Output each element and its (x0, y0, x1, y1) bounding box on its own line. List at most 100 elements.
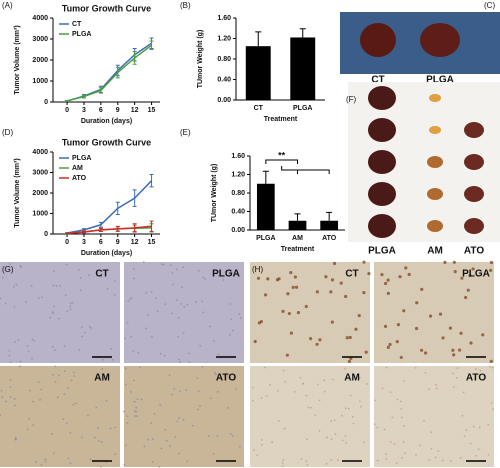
cell (489, 359, 493, 363)
cell (130, 297, 133, 299)
cell (216, 390, 219, 393)
group-label: PLGA (368, 246, 396, 257)
cell (65, 263, 68, 266)
cell (147, 438, 150, 441)
cell (398, 275, 402, 279)
cell (430, 431, 433, 434)
cell (9, 379, 12, 382)
cell (239, 317, 242, 319)
x-tick-label: 0 (65, 239, 69, 246)
cell (105, 399, 108, 402)
cell (269, 383, 272, 386)
x-axis-label: Duration (days) (81, 118, 132, 125)
micrograph (0, 262, 120, 363)
cell (33, 340, 36, 342)
cell (102, 358, 104, 361)
error-bar (132, 51, 137, 65)
cell (88, 325, 91, 328)
tumor-photo (368, 86, 396, 110)
cell (265, 395, 268, 397)
cell (50, 432, 53, 435)
cell (0, 389, 3, 392)
x-axis-label: Treatment (281, 246, 315, 253)
cell (175, 268, 178, 271)
cell (52, 284, 55, 287)
cell (31, 357, 33, 360)
cell (123, 463, 126, 466)
cell (162, 263, 165, 266)
y-tick-label: 3000 (32, 169, 48, 176)
panel-label: (G) (2, 265, 14, 274)
x-tick-label: 15 (148, 107, 156, 114)
cell (334, 433, 337, 435)
y-tick-label: 0 (44, 231, 48, 238)
cell (315, 342, 319, 346)
cell (58, 374, 60, 377)
cell (9, 386, 12, 389)
cell (400, 408, 403, 410)
cell (174, 435, 177, 438)
cell (386, 278, 390, 282)
group-label: AM (344, 373, 360, 384)
cell (171, 272, 174, 274)
cell (136, 398, 139, 401)
cell (171, 283, 174, 286)
cell (231, 434, 234, 437)
bar (320, 220, 339, 230)
cell (396, 323, 401, 327)
y-axis-label: TUmor Weight (g) (197, 30, 204, 89)
panel-label: (B) (180, 1, 191, 10)
cell (305, 394, 308, 397)
cell (307, 406, 310, 409)
cell (309, 337, 313, 341)
cell (469, 442, 472, 445)
cell (363, 441, 365, 444)
group-label: CT (371, 75, 384, 86)
cell (164, 303, 167, 306)
cell (337, 459, 339, 462)
error-bar (115, 225, 120, 232)
cell (376, 459, 379, 462)
y-tick-label: 1000 (32, 78, 48, 85)
cell (489, 268, 493, 272)
cell (159, 404, 162, 406)
cell (8, 349, 11, 352)
cell (415, 454, 417, 456)
y-tick-label: 0.40 (217, 76, 231, 83)
cell (178, 358, 180, 361)
cell (89, 458, 92, 461)
cell (344, 407, 347, 410)
cell (175, 299, 178, 301)
cell (231, 329, 234, 332)
cell (140, 398, 143, 401)
cell (347, 407, 350, 410)
cell (229, 303, 232, 305)
cell (133, 400, 136, 403)
cell (143, 445, 146, 448)
cell (63, 370, 66, 373)
cell (487, 453, 490, 456)
cell (349, 394, 352, 397)
cell (260, 443, 263, 446)
cell (32, 400, 35, 403)
cell (376, 426, 379, 429)
tumor-photo (368, 182, 396, 206)
error-bar (98, 87, 103, 94)
cell (465, 429, 468, 432)
cell (318, 429, 321, 432)
error-bar (81, 94, 86, 99)
cell (252, 399, 254, 402)
cell (67, 457, 70, 460)
cell (380, 273, 384, 277)
x-tick-label: CT (254, 105, 264, 112)
cell (344, 294, 348, 299)
cell (19, 264, 22, 267)
cell (100, 440, 103, 443)
cell (300, 458, 303, 460)
cell (147, 314, 149, 317)
cell (418, 444, 421, 447)
cell (359, 400, 361, 403)
y-tick-label: 1.60 (217, 15, 231, 22)
cell (135, 410, 138, 413)
cell (402, 309, 406, 313)
